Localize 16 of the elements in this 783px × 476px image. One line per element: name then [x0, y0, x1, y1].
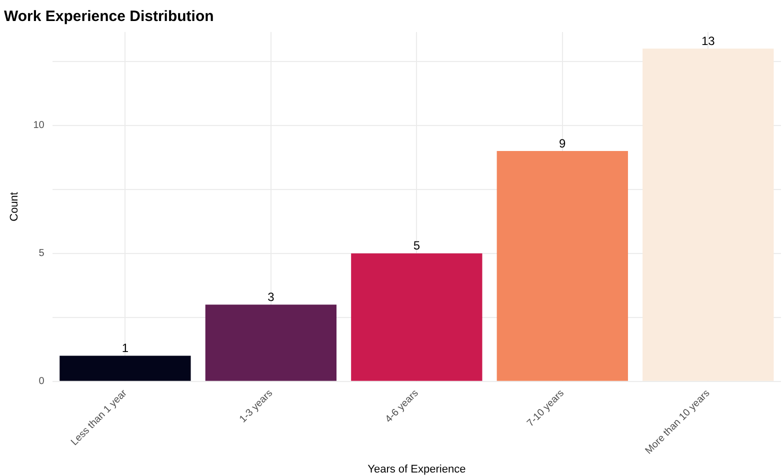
y-axis-title: Count	[8, 192, 21, 222]
data-label: 13	[701, 34, 716, 48]
data-label: 1	[122, 341, 129, 356]
data-label: 5	[413, 238, 420, 253]
bar	[205, 304, 337, 381]
bar	[496, 151, 628, 381]
bar	[351, 253, 482, 381]
chart-title: Work Experience Distribution	[4, 8, 214, 26]
y-tick-label: 0	[38, 376, 45, 388]
data-label: 9	[559, 136, 566, 150]
y-tick-label: 5	[38, 248, 45, 260]
data-label: 3	[268, 290, 275, 304]
bar	[60, 356, 191, 381]
y-tick-label: 10	[33, 120, 45, 132]
x-axis-title: Years of Experience	[368, 463, 466, 476]
bar	[642, 48, 774, 381]
